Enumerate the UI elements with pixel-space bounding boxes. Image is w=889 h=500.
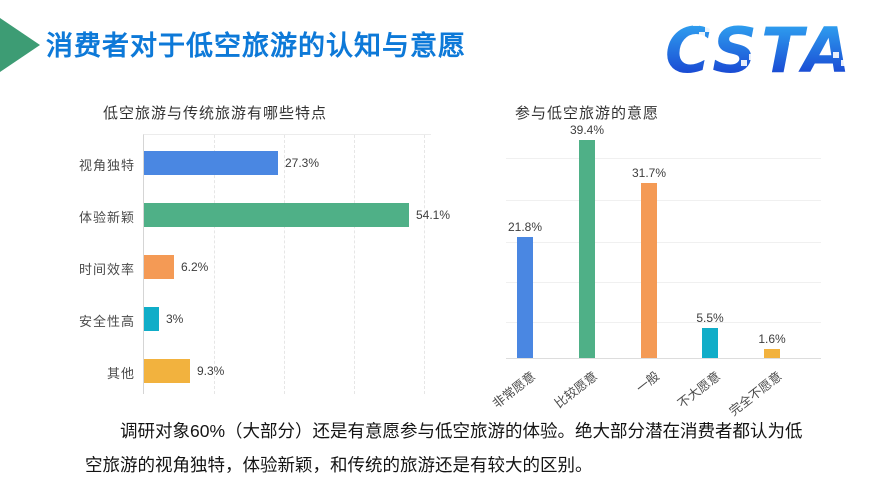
chart-features-title: 低空旅游与传统旅游有哪些特点: [103, 104, 328, 122]
bar-比较愿意: [579, 140, 595, 358]
gridline: [506, 158, 821, 159]
bar-一般: [641, 183, 657, 358]
category-label: 其他: [106, 367, 135, 382]
value-label: 31.7%: [631, 166, 667, 180]
value-label: 3%: [166, 312, 184, 326]
csta-logo-pixel-decoration: [693, 20, 847, 70]
category-label: 一般: [633, 368, 663, 396]
gridline: [506, 242, 821, 243]
gridline: [214, 135, 215, 394]
value-label: 9.3%: [197, 364, 225, 378]
category-label: 视角独特: [78, 159, 135, 174]
gridline: [506, 322, 821, 323]
summary-text: 调研对象60%（大部分）还是有意愿参与低空旅游的体验。绝大部分潜在消费者都认为低…: [85, 421, 803, 476]
bar-不大愿意: [702, 328, 718, 358]
bar-安全性高: [144, 307, 159, 331]
category-label: 体验新颖: [78, 211, 135, 226]
gridline: [354, 135, 355, 394]
bar-体验新颖: [144, 203, 409, 227]
gridline: [506, 200, 821, 201]
category-label: 比较愿意: [551, 368, 601, 411]
bar-时间效率: [144, 255, 174, 279]
value-label: 21.8%: [507, 220, 543, 234]
category-label: 完全不愿意: [726, 368, 786, 419]
bar-其他: [144, 359, 190, 383]
gridline: [506, 282, 821, 283]
category-label: 非常愿意: [489, 368, 539, 411]
page-title: 消费者对于低空旅游的认知与意愿: [46, 31, 466, 61]
csta-logo: CSTA: [665, 14, 854, 87]
value-label: 27.3%: [285, 156, 320, 170]
gridline: [424, 135, 425, 394]
value-label: 39.4%: [569, 123, 605, 137]
category-label: 时间效率: [78, 263, 135, 278]
value-label: 6.2%: [181, 260, 209, 274]
value-label: 1.6%: [758, 332, 786, 346]
value-label: 54.1%: [416, 208, 451, 222]
gridline: [284, 135, 285, 394]
category-label: 安全性高: [78, 315, 135, 330]
category-label: 不大愿意: [674, 368, 724, 411]
bar-完全不愿意: [764, 349, 780, 358]
header-arrow-icon: [0, 18, 40, 72]
chart-willingness-plot: 21.8% 非常愿意 39.4% 比较愿意 31.7% 一般 5.5% 不大愿意 1.6% 完全不…: [489, 123, 821, 419]
chart-willingness-title: 参与低空旅游的意愿: [515, 104, 660, 122]
csta-logo-text: CSTA: [665, 14, 854, 87]
bar-非常愿意: [517, 237, 533, 358]
value-label: 5.5%: [696, 311, 724, 325]
chart-features-plot: 27.3% 54.1% 6.2% 3% 9.3%: [143, 134, 450, 394]
bar-视角独特: [144, 151, 278, 175]
